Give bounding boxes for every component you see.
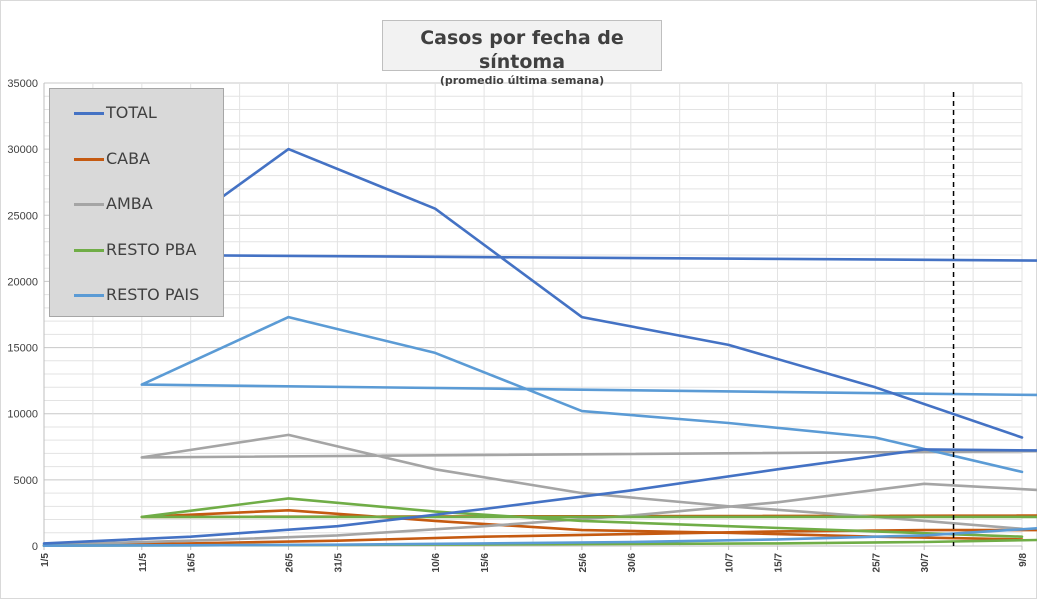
chart-title-box: Casos por fecha de síntoma (promedio últ…: [382, 20, 662, 87]
x-tick-label: 9/8: [1018, 553, 1029, 567]
y-tick-label: 0: [32, 541, 38, 553]
series-line-resto-pba: [42, 497, 1037, 548]
y-tick-label: 5000: [14, 475, 38, 487]
legend-label-total: TOTAL: [106, 103, 157, 122]
y-tick-label: 30000: [7, 144, 38, 156]
series-line-resto-pais: [42, 315, 1037, 548]
x-axis: 1/516/531/515/630/615/730/714/829/813/92…: [40, 546, 1029, 573]
x-tick-label: 31/5: [333, 553, 344, 573]
legend-swatch-total: [74, 112, 104, 115]
chart-subtitle: (promedio última semana): [439, 74, 605, 87]
legend-swatch-resto-pais: [74, 294, 104, 297]
legend-swatch-resto-pba: [74, 249, 104, 252]
series-line-total: [42, 147, 1037, 545]
x-tick-label: 30/7: [920, 553, 931, 573]
legend: TOTAL CABA AMBA RESTO PBA RESTO PAIS: [49, 88, 224, 317]
y-tick-label: 20000: [7, 276, 38, 288]
x-tick-label: 16/5: [187, 553, 198, 573]
x-tick-label: 11/5: [138, 553, 149, 572]
series-line-amba: [42, 433, 1037, 547]
y-tick-label: 15000: [7, 343, 38, 355]
legend-label-resto-pais: RESTO PAIS: [106, 285, 200, 304]
y-tick-label: 25000: [7, 210, 38, 222]
x-tick-label: 15/6: [480, 553, 491, 573]
series-line-caba: [42, 508, 1037, 547]
legend-label-amba: AMBA: [106, 194, 153, 213]
y-tick-label: 10000: [7, 409, 38, 421]
x-tick-label: 10/7: [725, 553, 736, 573]
x-tick-label: 25/6: [578, 553, 589, 573]
legend-label-resto-pba: RESTO PBA: [106, 240, 197, 259]
legend-swatch-amba: [74, 203, 104, 206]
x-tick-label: 10/6: [431, 553, 442, 573]
chart-title: Casos por fecha de síntoma: [420, 27, 624, 73]
x-tick-label: 30/6: [627, 553, 638, 573]
legend-swatch-caba: [74, 158, 104, 161]
x-tick-label: 15/7: [774, 553, 785, 573]
x-tick-label: 1/5: [40, 553, 51, 567]
y-tick-label: 35000: [7, 78, 38, 90]
series-lines: [42, 147, 1037, 548]
y-axis: 0 5000 10000 15000 20000 25000 30000 35000: [7, 78, 38, 553]
x-tick-label: 25/7: [871, 553, 882, 573]
legend-label-caba: CABA: [106, 149, 151, 168]
x-tick-label: 26/5: [285, 553, 296, 573]
